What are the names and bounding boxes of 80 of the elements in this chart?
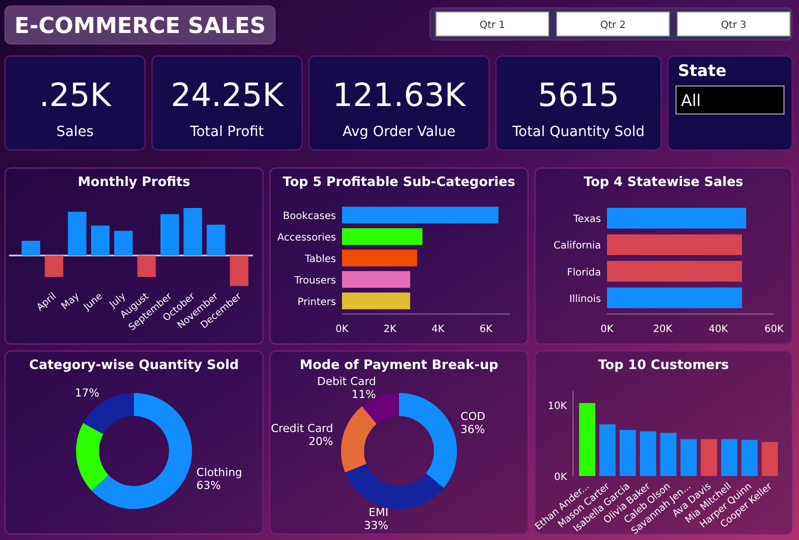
text: 5615	[538, 76, 620, 114]
data-label: 17%	[74, 386, 100, 400]
bar	[342, 250, 418, 266]
y-tick-label: 0K	[554, 472, 568, 483]
x-tick-label: 40K	[708, 324, 728, 335]
donut-slice	[76, 423, 108, 491]
y-tick-label: Trousers	[293, 275, 336, 286]
bar	[620, 430, 636, 476]
bar	[206, 224, 226, 256]
x-tick-label: 6K	[480, 324, 493, 335]
donut-slice	[341, 406, 377, 472]
bar	[68, 212, 86, 256]
text: Avg Order Value	[342, 124, 456, 140]
y-tick-label: Accessories	[277, 232, 336, 244]
x-tick-label: May	[60, 290, 82, 312]
x-tick-label: 0K	[600, 324, 614, 335]
donut-slice	[345, 464, 444, 509]
bar	[114, 230, 133, 256]
text: Sales	[56, 124, 94, 140]
bar	[230, 256, 248, 286]
bar	[184, 208, 202, 256]
bar	[680, 439, 697, 476]
donut-slice	[399, 393, 457, 488]
bar	[44, 256, 64, 277]
x-tick-label: 20K	[653, 324, 673, 335]
bar	[91, 226, 110, 256]
text: .25K	[39, 76, 112, 114]
data-label: 63%	[196, 479, 221, 492]
x-tick-label: 2K	[384, 324, 397, 335]
y-tick-label: Texas	[572, 214, 601, 226]
x-tick-label: 4K	[432, 324, 445, 335]
chart-title: Category-wise Quantity Sold	[29, 358, 239, 373]
chart-title: Monthly Profits	[78, 175, 191, 190]
x-tick-label: 0K	[336, 324, 349, 335]
slice-label: Credit Card	[270, 422, 334, 436]
bar	[22, 240, 40, 256]
slice-label: Clothing	[196, 466, 242, 480]
bar	[137, 256, 156, 277]
y-tick-label: Printers	[298, 296, 336, 308]
y-tick-label: Tables	[304, 254, 336, 265]
bar	[640, 431, 656, 476]
text: Total Profit	[189, 124, 264, 140]
x-tick-label: 60K	[764, 324, 784, 335]
data-label: 11%	[352, 388, 376, 402]
bar	[342, 228, 422, 245]
y-tick-label: Illinois	[569, 294, 601, 305]
bar	[342, 206, 498, 224]
data-label: 36%	[460, 423, 485, 436]
y-tick-label: Florida	[566, 267, 601, 278]
slice-label: COD	[460, 410, 486, 424]
text: E-COMMERCE SALES	[14, 14, 266, 39]
y-tick-label: 10K	[548, 401, 568, 412]
chart-title: Top 5 Profitable Sub-Categories	[282, 175, 516, 190]
bar	[342, 292, 410, 310]
bar	[660, 432, 676, 476]
bar	[700, 439, 718, 476]
chart-title: Top 10 Customers	[598, 358, 730, 373]
text: Qtr 3	[720, 20, 746, 31]
text: Qtr 2	[600, 20, 626, 31]
chart-title: Top 4 Statewise Sales	[584, 175, 744, 190]
slice-label: Debit Card	[317, 375, 376, 388]
y-tick-label: California	[554, 240, 601, 252]
bar	[721, 439, 738, 476]
data-label: 33%	[364, 519, 388, 532]
bar	[762, 442, 778, 476]
bar	[579, 403, 596, 476]
text: All	[681, 91, 701, 110]
data-label: 20%	[308, 435, 334, 448]
bar	[599, 424, 616, 476]
text: Qtr 1	[480, 20, 506, 31]
text: Total Quantity Sold	[511, 124, 645, 140]
bar	[741, 440, 758, 476]
text: State	[678, 61, 727, 80]
text: 121.63K	[332, 76, 466, 114]
y-tick-label: Bookcases	[282, 211, 336, 222]
bar	[342, 271, 410, 288]
chart-title: Mode of Payment Break-up	[300, 358, 498, 373]
slice-label: EMI	[368, 506, 388, 520]
text: 24.25K	[170, 76, 284, 114]
bar	[160, 214, 179, 256]
